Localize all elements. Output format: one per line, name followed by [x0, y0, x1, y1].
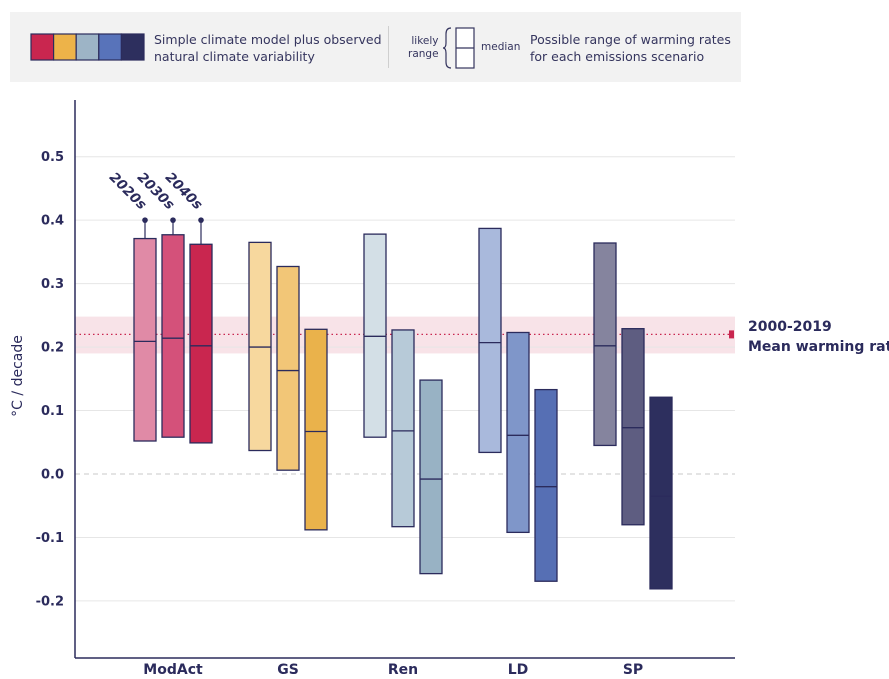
y-axis-label: °C / decade — [10, 335, 26, 417]
box-GS-2030s — [276, 265, 300, 471]
y-tick-label: 0.5 — [41, 150, 64, 165]
reference-marker — [729, 330, 734, 339]
box-LD-2020s — [478, 227, 502, 454]
y-tick-label: 0.3 — [41, 277, 64, 292]
legend-model-text: Simple climate model plus observed natur… — [154, 31, 382, 65]
legend-likely-line2: range — [408, 48, 439, 60]
y-tick-label: 0.4 — [41, 214, 64, 229]
box-ModAct-2020s-whisker-dot — [142, 217, 148, 223]
box-SP-2020s — [593, 242, 617, 447]
y-tick-label: -0.2 — [36, 594, 64, 609]
legend-likely-range-label: likely range — [408, 35, 439, 61]
box-LD-2030s — [506, 331, 530, 534]
legend-model-text-line2: natural climate variability — [154, 49, 315, 64]
x-category-LD: LD — [508, 662, 529, 678]
legend-swatch-5 — [120, 33, 145, 61]
legend-range-text-line1: Possible range of warming rates — [530, 32, 731, 47]
box-SP-2030s — [621, 328, 645, 526]
box-ModAct-2030s-whisker-dot — [170, 217, 176, 223]
legend: Simple climate model plus observed natur… — [10, 12, 741, 82]
legend-swatch-strip — [30, 33, 145, 61]
y-tick-label: 0.1 — [41, 404, 64, 419]
box-ModAct-2020s — [133, 237, 157, 442]
legend-box-icon — [442, 27, 475, 69]
box-LD-2040s — [534, 388, 558, 582]
reference-label-line2: Mean warming rate — [748, 339, 889, 355]
legend-likely-line1: likely — [411, 35, 439, 47]
y-tick-label: 0.0 — [41, 468, 64, 483]
box-ModAct-2040s-whisker-dot — [198, 217, 204, 223]
legend-median-label: median — [481, 41, 521, 53]
x-category-SP: SP — [623, 662, 643, 678]
box-Ren-2030s — [391, 329, 415, 528]
box-ModAct-2030s — [161, 234, 185, 438]
y-tick-label: -0.1 — [36, 531, 64, 546]
box-Ren-2040s — [419, 379, 443, 575]
legend-range-text: Possible range of warming rates for each… — [530, 31, 731, 65]
legend-divider — [388, 26, 389, 68]
box-SP-2040s — [649, 396, 673, 590]
x-category-GS: GS — [277, 662, 299, 678]
legend-range-text-line2: for each emissions scenario — [530, 49, 705, 64]
x-category-ModAct: ModAct — [143, 662, 203, 678]
reference-label-line1: 2000-2019 — [748, 319, 832, 335]
legend-model-text-line1: Simple climate model plus observed — [154, 32, 382, 47]
box-GS-2040s — [304, 328, 328, 531]
box-ModAct-2040s — [189, 243, 213, 444]
y-tick-label: 0.2 — [41, 341, 64, 356]
x-category-Ren: Ren — [388, 662, 418, 678]
